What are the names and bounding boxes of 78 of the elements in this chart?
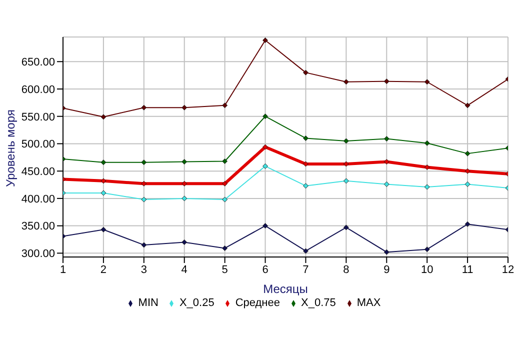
- point: [343, 224, 349, 230]
- x-tick-label: 4: [181, 264, 188, 276]
- point: [384, 136, 390, 142]
- point: [262, 114, 268, 120]
- point: [302, 161, 308, 167]
- x-tick-label: 5: [222, 264, 228, 276]
- point: [343, 161, 349, 167]
- point: [302, 70, 308, 76]
- point: [384, 249, 390, 255]
- point: [100, 226, 106, 232]
- point: [302, 183, 308, 189]
- point: [182, 104, 188, 110]
- point: [343, 138, 349, 144]
- line-series: [63, 144, 508, 186]
- point: [222, 102, 228, 108]
- legend-label: MIN: [138, 297, 158, 309]
- point: [384, 159, 390, 165]
- point: [464, 168, 470, 174]
- point: [141, 160, 147, 166]
- y-tick-label: 600.00: [21, 84, 55, 96]
- y-tick-label: 350.00: [21, 220, 55, 233]
- point: [222, 180, 228, 186]
- legend-label: X_0.75: [301, 297, 336, 309]
- point: [302, 248, 308, 254]
- x-tick-label: 11: [462, 264, 474, 276]
- y-tick-label: 300.00: [21, 248, 55, 260]
- x-tick-label: 1: [60, 264, 66, 276]
- point: [141, 104, 147, 110]
- point: [100, 114, 106, 120]
- point: [182, 159, 188, 165]
- x-tick-label: 8: [343, 264, 350, 276]
- point: [343, 79, 349, 85]
- point: [302, 135, 308, 141]
- y-axis-title: Уровень моря: [3, 109, 18, 187]
- point: [384, 78, 390, 84]
- x-axis-title: Месяцы: [263, 282, 308, 296]
- y-tick-label: 450.00: [21, 166, 55, 178]
- point: [100, 160, 106, 166]
- point: [100, 190, 106, 196]
- x-tick-label: 7: [302, 264, 309, 276]
- point: [424, 246, 430, 252]
- point: [222, 245, 228, 251]
- point: [384, 181, 390, 187]
- point: [464, 150, 470, 156]
- y-tick-label: 500.00: [21, 138, 55, 151]
- x-tick-label: 3: [140, 264, 147, 276]
- x-tick-label: 9: [384, 264, 390, 276]
- y-tick-label: 400.00: [21, 193, 55, 206]
- point: [262, 163, 268, 169]
- x-tick-label: 12: [502, 264, 514, 276]
- point: [262, 144, 268, 150]
- point: [343, 178, 349, 184]
- point: [464, 102, 470, 108]
- point: [464, 221, 470, 227]
- point: [464, 181, 470, 187]
- y-tick-label: 550.00: [21, 111, 55, 124]
- point: [424, 164, 430, 170]
- point: [141, 196, 147, 202]
- point: [424, 79, 430, 85]
- legend-label: MAX: [356, 297, 381, 309]
- legend-label: Среднее: [235, 297, 280, 309]
- point: [222, 196, 228, 202]
- point: [141, 242, 147, 248]
- y-tick-label: 650.00: [21, 56, 55, 69]
- point: [182, 196, 188, 202]
- point: [141, 180, 147, 186]
- x-tick-label: 10: [420, 264, 434, 276]
- point: [262, 223, 268, 229]
- point: [222, 158, 228, 164]
- point: [182, 239, 188, 245]
- point: [262, 38, 268, 44]
- point: [182, 180, 188, 186]
- point: [424, 184, 430, 190]
- legend-label: X_0.25: [179, 297, 214, 309]
- x-tick-label: 6: [262, 264, 268, 276]
- x-tick-label: 2: [100, 264, 107, 276]
- point: [424, 140, 430, 146]
- point: [100, 178, 106, 184]
